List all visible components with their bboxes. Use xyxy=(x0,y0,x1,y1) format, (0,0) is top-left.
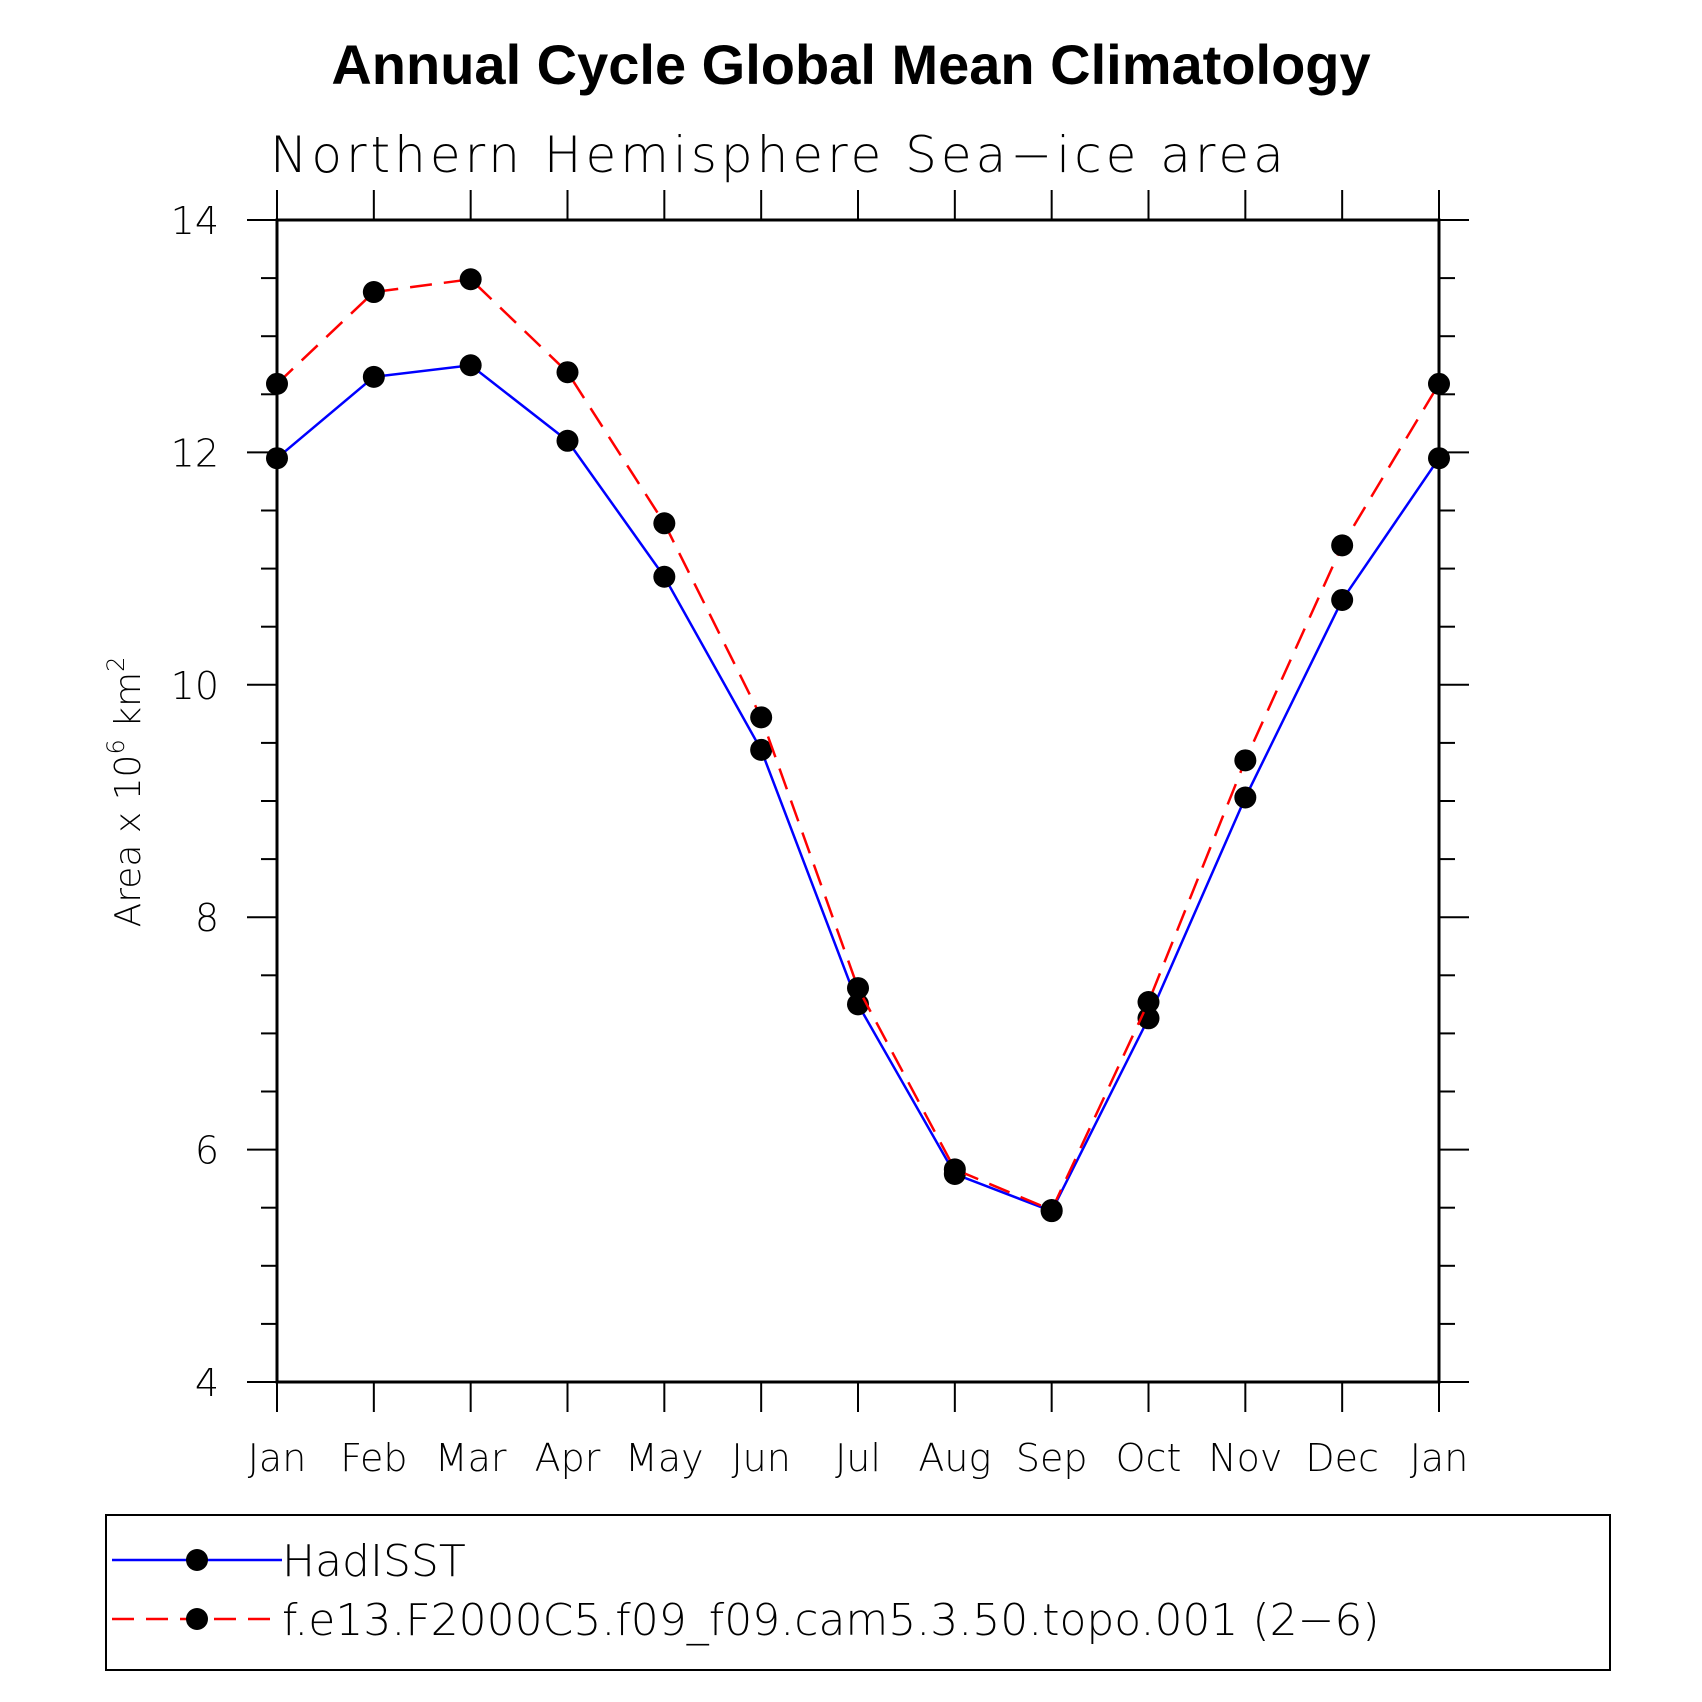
data-point xyxy=(266,447,288,470)
legend-box xyxy=(105,1514,1611,1671)
data-point xyxy=(847,977,869,1000)
x-tick-label: May xyxy=(625,1436,704,1480)
x-tick-label: Oct xyxy=(1116,1436,1182,1480)
data-point xyxy=(1428,372,1450,395)
x-tick-label: Apr xyxy=(535,1436,601,1480)
y-tick-label: 6 xyxy=(195,1129,219,1173)
y-axis-label-unit: km xyxy=(108,672,149,739)
series-1 xyxy=(266,268,1450,1222)
chart-title: Annual Cycle Global Mean Climatology xyxy=(331,33,1370,96)
data-point xyxy=(750,738,773,761)
legend-marker xyxy=(186,1549,208,1571)
legend-label: f.e13.F2000C5.f09_f09.cam5.3.50.topo.001… xyxy=(282,1595,1380,1646)
data-point xyxy=(362,365,385,388)
y-axis-label-unit-exponent: 2 xyxy=(102,657,130,672)
series-0 xyxy=(266,354,1450,1223)
data-point xyxy=(266,372,288,395)
data-point xyxy=(1137,991,1160,1014)
x-tick-label: Jan xyxy=(248,1436,307,1480)
data-point xyxy=(459,354,482,377)
data-point xyxy=(1040,1199,1063,1222)
data-point xyxy=(362,281,385,304)
data-point xyxy=(459,268,482,291)
y-axis-label-main: Area x 10 xyxy=(108,755,149,928)
data-point xyxy=(1331,588,1354,611)
legend-entries: HadISST f.e13.F2000C5.f09_f09.cam5.3.50.t… xyxy=(112,1536,1380,1646)
series-layer xyxy=(266,268,1450,1223)
x-tick-label: Nov xyxy=(1208,1436,1282,1480)
data-point xyxy=(556,429,579,452)
legend-marker xyxy=(186,1608,208,1630)
x-tick-label: Jun xyxy=(731,1436,790,1480)
x-tick-label: Aug xyxy=(918,1436,991,1480)
y-tick-label: 14 xyxy=(171,199,219,243)
data-point xyxy=(653,512,676,535)
x-tick-label: Feb xyxy=(340,1436,407,1480)
data-point xyxy=(556,361,579,384)
data-point xyxy=(943,1158,966,1181)
y-axis-label: Area x 106 km2 xyxy=(102,657,149,928)
series-line xyxy=(276,277,1441,1212)
y-axis-label-exponent: 6 xyxy=(102,739,130,754)
series-line xyxy=(276,363,1441,1213)
y-tick-label: 10 xyxy=(171,664,219,708)
y-tick-label: 12 xyxy=(171,431,219,475)
chart-subtitle: Northern Hemisphere Sea−ice area xyxy=(270,126,1288,184)
svg-text:Area x 106 km2: Area x 106 km2 xyxy=(102,657,149,928)
data-point xyxy=(750,706,773,729)
x-tick-label: Jul xyxy=(835,1436,881,1480)
x-tick-label: Mar xyxy=(435,1436,507,1480)
y-tick-label: 8 xyxy=(195,896,219,940)
legend-label: HadISST xyxy=(282,1536,466,1587)
axes-group: 4 6 8 10 12 14 Jan Feb Mar Apr May Jun Jul Aug Sep Oct N… xyxy=(171,190,1469,1480)
y-tick-label: 4 xyxy=(195,1361,219,1405)
x-tick-label: Jan xyxy=(1410,1436,1469,1480)
plot-frame xyxy=(275,218,1441,1384)
data-point xyxy=(1428,447,1450,470)
data-point xyxy=(1234,786,1257,809)
legend: HadISST f.e13.F2000C5.f09_f09.cam5.3.50.t… xyxy=(105,1514,1611,1671)
data-point xyxy=(653,565,676,588)
x-tick-label: Dec xyxy=(1305,1436,1379,1480)
data-point xyxy=(1331,534,1354,557)
x-tick-label: Sep xyxy=(1016,1436,1088,1480)
data-point xyxy=(1234,749,1257,772)
